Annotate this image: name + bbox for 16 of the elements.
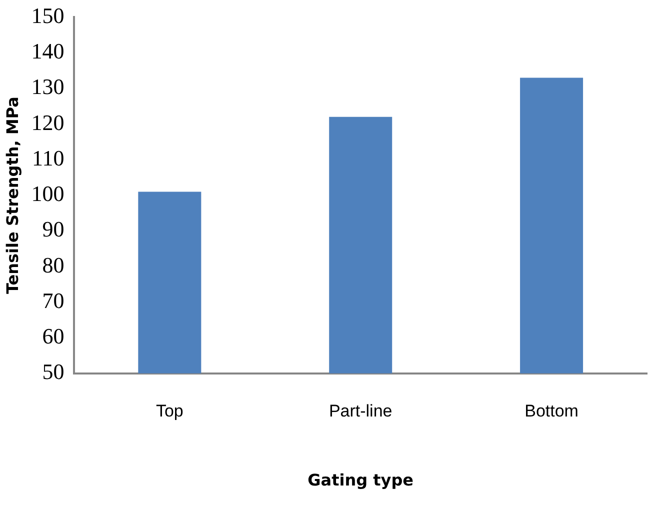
x-tick-label: Part-line bbox=[328, 401, 392, 420]
y-tick-label: 150 bbox=[31, 2, 64, 28]
x-tick-label: Bottom bbox=[524, 401, 578, 420]
y-tick-label: 110 bbox=[32, 145, 64, 170]
y-tick-label: 90 bbox=[42, 216, 64, 242]
y-tick-label: 80 bbox=[42, 252, 64, 278]
y-tick-label: 130 bbox=[31, 74, 64, 100]
y-axis-title: Tensile Strength, MPa bbox=[2, 96, 22, 294]
x-tick-label: Top bbox=[156, 401, 184, 420]
y-tick-label: 100 bbox=[31, 181, 64, 206]
x-axis-title: Gating type bbox=[308, 470, 414, 490]
y-tick-label: 60 bbox=[42, 324, 64, 349]
y-tick-label: 50 bbox=[42, 359, 64, 384]
y-tick-label: 120 bbox=[31, 110, 64, 135]
y-tick-label: 140 bbox=[31, 38, 64, 64]
y-tick-label: 70 bbox=[42, 288, 64, 313]
